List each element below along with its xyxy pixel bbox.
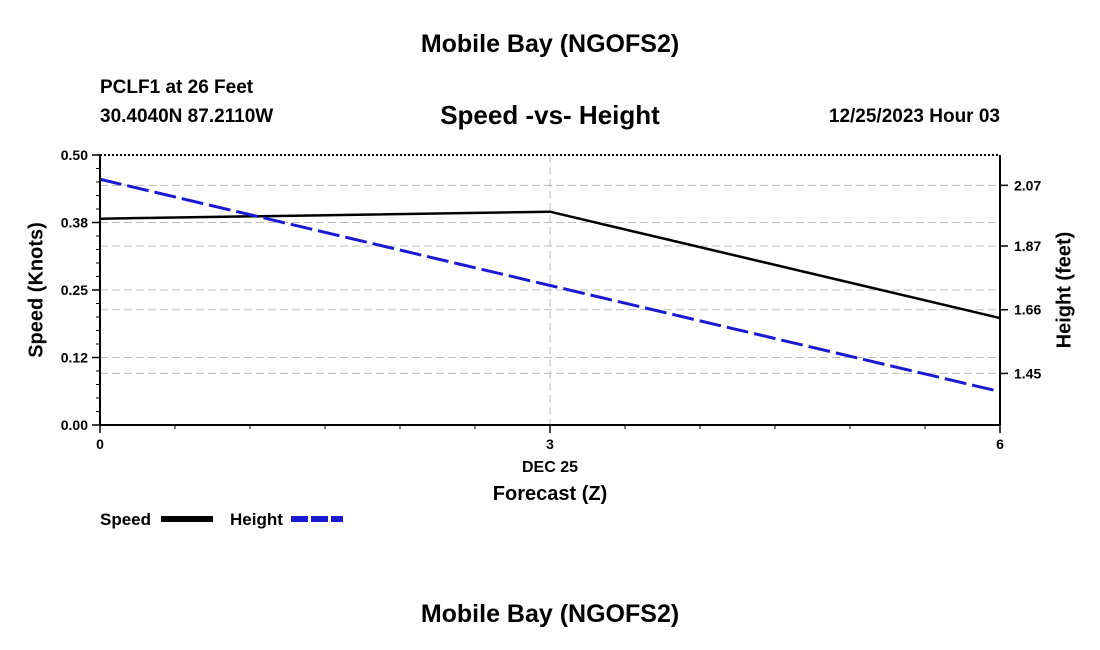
series-lines: [99, 177, 1001, 394]
legend-speed-label: Speed: [100, 510, 152, 529]
page-title: Mobile Bay (NGOFS2): [420, 30, 680, 58]
station-label: PCLF1 at 26 Feet: [100, 77, 254, 98]
y-left-tick-label-0: 0.00: [61, 417, 88, 433]
y-right-tick-label-1: 1.66: [1014, 302, 1041, 318]
y-left-tick-label-2: 0.25: [61, 282, 88, 298]
legend-speed-swatch: [161, 516, 213, 522]
datetime-label: 12/25/2023 Hour 03: [828, 106, 1000, 127]
axis-ticks: 0.00 0.12 0.25 0.38 0.50 1.45 1.66 1.87 2.07 0 3 6: [61, 147, 1042, 452]
coordinates-label: 30.4040N 87.2110W: [100, 106, 274, 127]
x-date-label: DEC 25: [521, 459, 579, 476]
gridlines: [100, 155, 1000, 425]
legend-height-swatch: [291, 516, 343, 522]
x-tick-label-2: 6: [996, 436, 1004, 452]
x-axis-title: Forecast (Z): [492, 483, 608, 505]
footer-title: Mobile Bay (NGOFS2): [420, 600, 680, 628]
y-right-tick-label-3: 2.07: [1014, 177, 1041, 193]
legend-height-label: Height: [230, 510, 283, 529]
chart-title: Speed -vs- Height: [440, 100, 660, 130]
x-tick-label-1: 3: [546, 436, 554, 452]
y-axis-left-title: Speed (Knots): [25, 222, 48, 358]
y-right-tick-label-0: 1.45: [1014, 365, 1041, 381]
y-left-tick-label-3: 0.38: [61, 215, 88, 231]
series-line-height: [99, 177, 1001, 394]
x-tick-label-0: 0: [96, 436, 104, 452]
series-line-speed: [99, 210, 1001, 320]
y-left-tick-label-1: 0.12: [61, 350, 88, 366]
y-right-tick-label-2: 1.87: [1014, 238, 1041, 254]
y-left-tick-label-4: 0.50: [61, 147, 88, 163]
y-axis-right-title: Height (feet): [1053, 231, 1076, 349]
